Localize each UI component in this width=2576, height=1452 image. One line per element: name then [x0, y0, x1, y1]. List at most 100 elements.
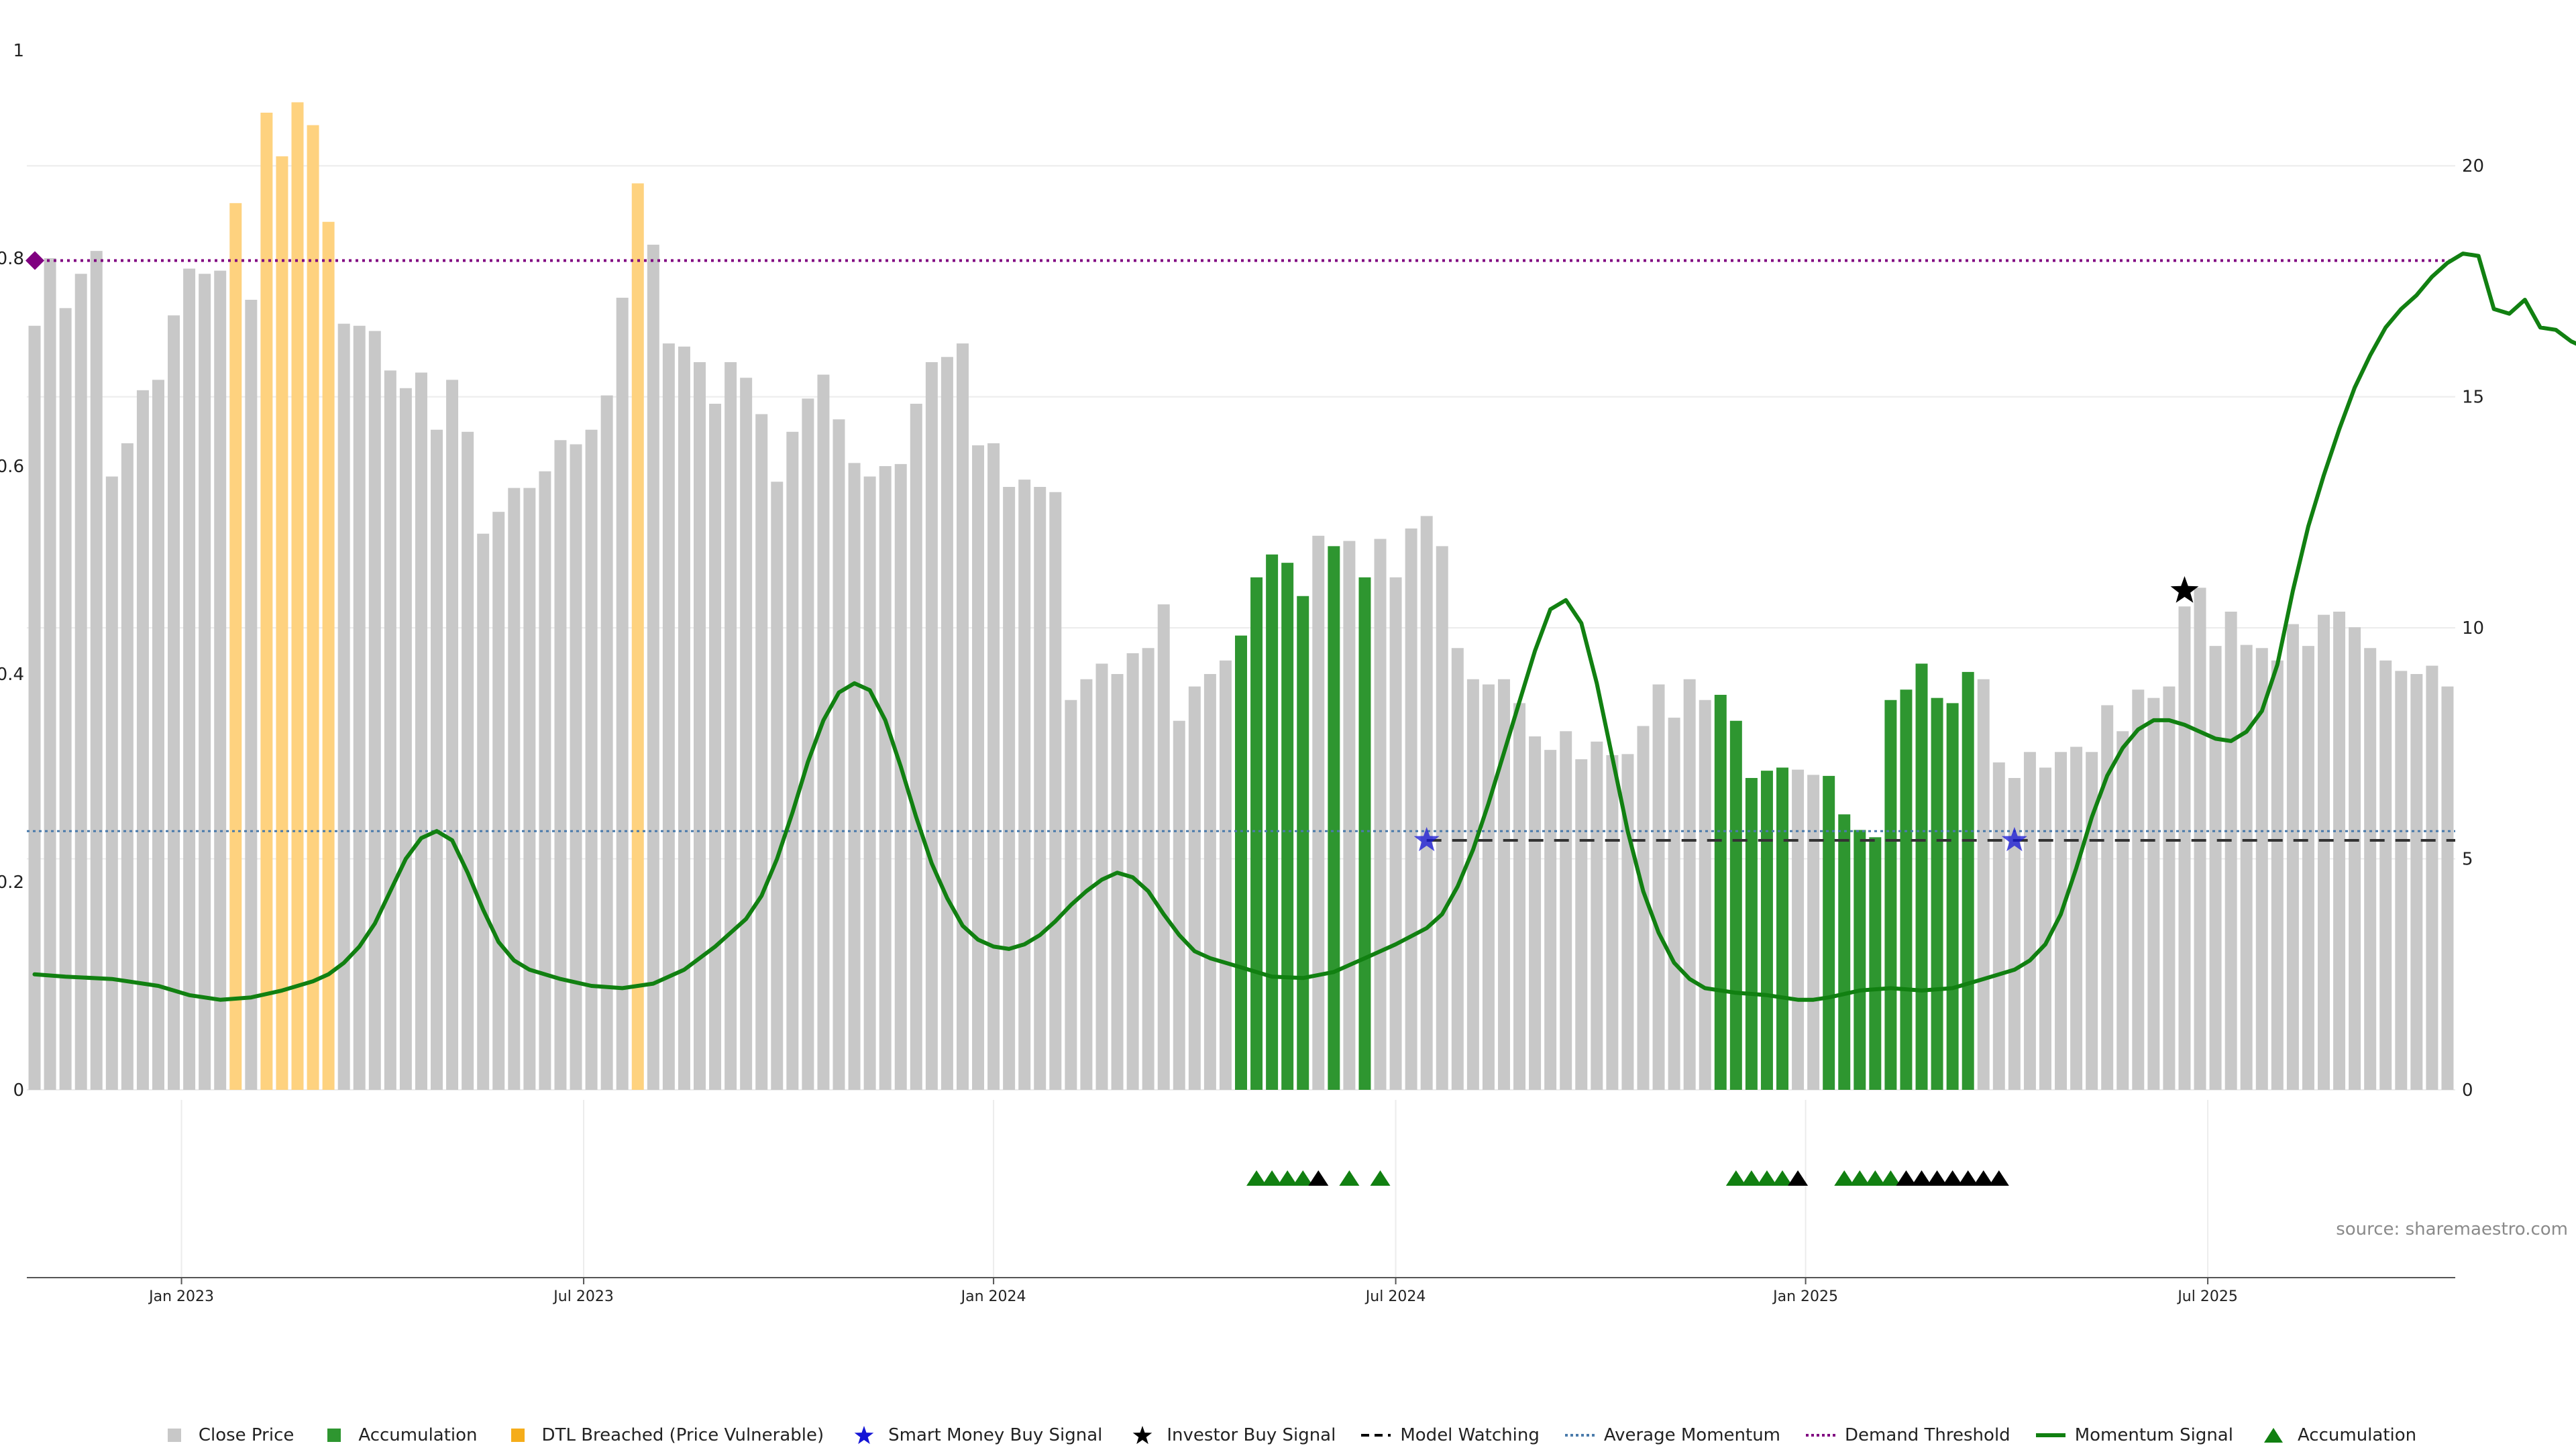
price-bar [1204, 674, 1216, 1090]
price-bar [1049, 492, 1061, 1090]
price-bar [1436, 546, 1448, 1090]
price-bar [1854, 830, 1866, 1091]
legend: Close Price Accumulation DTL Breached (Pri… [0, 1418, 2576, 1452]
price-bar [1730, 721, 1742, 1090]
price-bar [1452, 648, 1464, 1090]
price-bar [1575, 759, 1587, 1090]
dotted-blue-line-icon [1565, 1425, 1595, 1445]
price-bar [2349, 627, 2361, 1090]
legend-item: DTL Breached (Price Vulnerable) [503, 1425, 824, 1445]
price-bar [1018, 480, 1030, 1090]
price-bar [1235, 636, 1247, 1090]
price-bar [508, 488, 520, 1090]
legend-label: Accumulation [358, 1425, 477, 1445]
price-bar [1358, 577, 1371, 1090]
price-bar [1591, 742, 1603, 1090]
orange-square-icon [503, 1425, 533, 1445]
gray-square-icon [160, 1425, 189, 1445]
price-bar [183, 269, 195, 1091]
price-bar [1869, 837, 1881, 1090]
green-line-icon [2036, 1425, 2065, 1445]
price-bar [910, 404, 922, 1090]
price-bar [1761, 771, 1773, 1090]
price-bar [1653, 685, 1665, 1091]
right-tick-label: 20 [2462, 156, 2484, 176]
price-bar [523, 488, 535, 1090]
price-bar [1776, 768, 1788, 1091]
x-tick-label: Jan 2023 [148, 1288, 214, 1305]
price-bar [755, 414, 767, 1091]
x-tick-label: Jan 2024 [960, 1288, 1026, 1305]
left-tick-label: 0.8 [0, 249, 24, 269]
price-bar [492, 512, 504, 1090]
price-bar [60, 308, 72, 1090]
x-tick-label: Jul 2024 [1364, 1288, 1426, 1305]
right-tick-label: 10 [2462, 618, 2484, 638]
price-bar [2101, 706, 2113, 1091]
x-tick-label: Jul 2023 [552, 1288, 614, 1305]
price-bar [1900, 689, 1912, 1090]
price-bar [1746, 778, 1758, 1090]
price-bar [1792, 770, 1804, 1090]
price-bar [1343, 541, 1355, 1090]
price-bar [1189, 687, 1201, 1090]
legend-item: Average Momentum [1565, 1425, 1780, 1445]
accumulation-triangle [1371, 1170, 1391, 1186]
price-bar [1375, 539, 1387, 1091]
legend-item: Momentum Signal [2036, 1425, 2233, 1445]
price-bar [1807, 775, 1819, 1090]
price-bar [1838, 814, 1850, 1090]
price-bar [570, 444, 582, 1090]
price-bar [1065, 700, 1077, 1090]
price-bar [1560, 731, 1572, 1090]
price-bar [678, 347, 690, 1090]
price-bar [957, 343, 969, 1090]
right-tick-label: 5 [2462, 850, 2473, 870]
price-bar [694, 362, 706, 1090]
demand-threshold-marker [25, 251, 44, 270]
price-bar [1823, 776, 1835, 1090]
left-tick-label: 1 [13, 41, 24, 61]
legend-item: Close Price [160, 1425, 294, 1445]
price-bar [771, 482, 783, 1090]
legend-item: Demand Threshold [1806, 1425, 2010, 1445]
price-bar [2163, 687, 2175, 1090]
price-bar [1668, 718, 1680, 1090]
price-bar [1173, 721, 1185, 1090]
price-bar [431, 430, 443, 1090]
price-bar [1715, 695, 1727, 1090]
right-tick-label: 15 [2462, 388, 2484, 408]
orange-square-glyph [511, 1429, 525, 1442]
left-tick-label: 0.6 [0, 457, 24, 477]
price-bar [1003, 487, 1015, 1090]
price-bar [740, 378, 752, 1090]
price-bar [276, 156, 288, 1090]
legend-label: Model Watching [1400, 1425, 1539, 1445]
legend-label: Demand Threshold [1845, 1425, 2010, 1445]
price-bar [647, 245, 659, 1090]
price-bar [616, 298, 629, 1090]
price-bar [2024, 752, 2036, 1090]
dotted-purple-line-icon [1806, 1425, 1835, 1445]
price-bar [1220, 661, 1232, 1090]
price-bar [338, 324, 350, 1090]
price-bar [214, 271, 226, 1090]
price-bar [2271, 661, 2284, 1090]
price-bar [446, 380, 458, 1090]
price-bar [354, 326, 366, 1090]
accumulation-triangle [1989, 1170, 2009, 1186]
accumulation-triangle [1339, 1170, 1359, 1186]
price-bar [1080, 679, 1092, 1090]
price-bar [926, 362, 938, 1090]
price-bar [972, 445, 984, 1090]
price-bar [2241, 645, 2253, 1090]
price-bar [75, 274, 87, 1090]
price-bar [2333, 612, 2345, 1090]
price-bar [1390, 577, 1402, 1090]
price-bar [1328, 546, 1340, 1090]
green-triangle-glyph [2264, 1428, 2283, 1443]
price-bar [462, 432, 474, 1090]
legend-label: Smart Money Buy Signal [888, 1425, 1102, 1445]
legend-item: Accumulation [319, 1425, 477, 1445]
